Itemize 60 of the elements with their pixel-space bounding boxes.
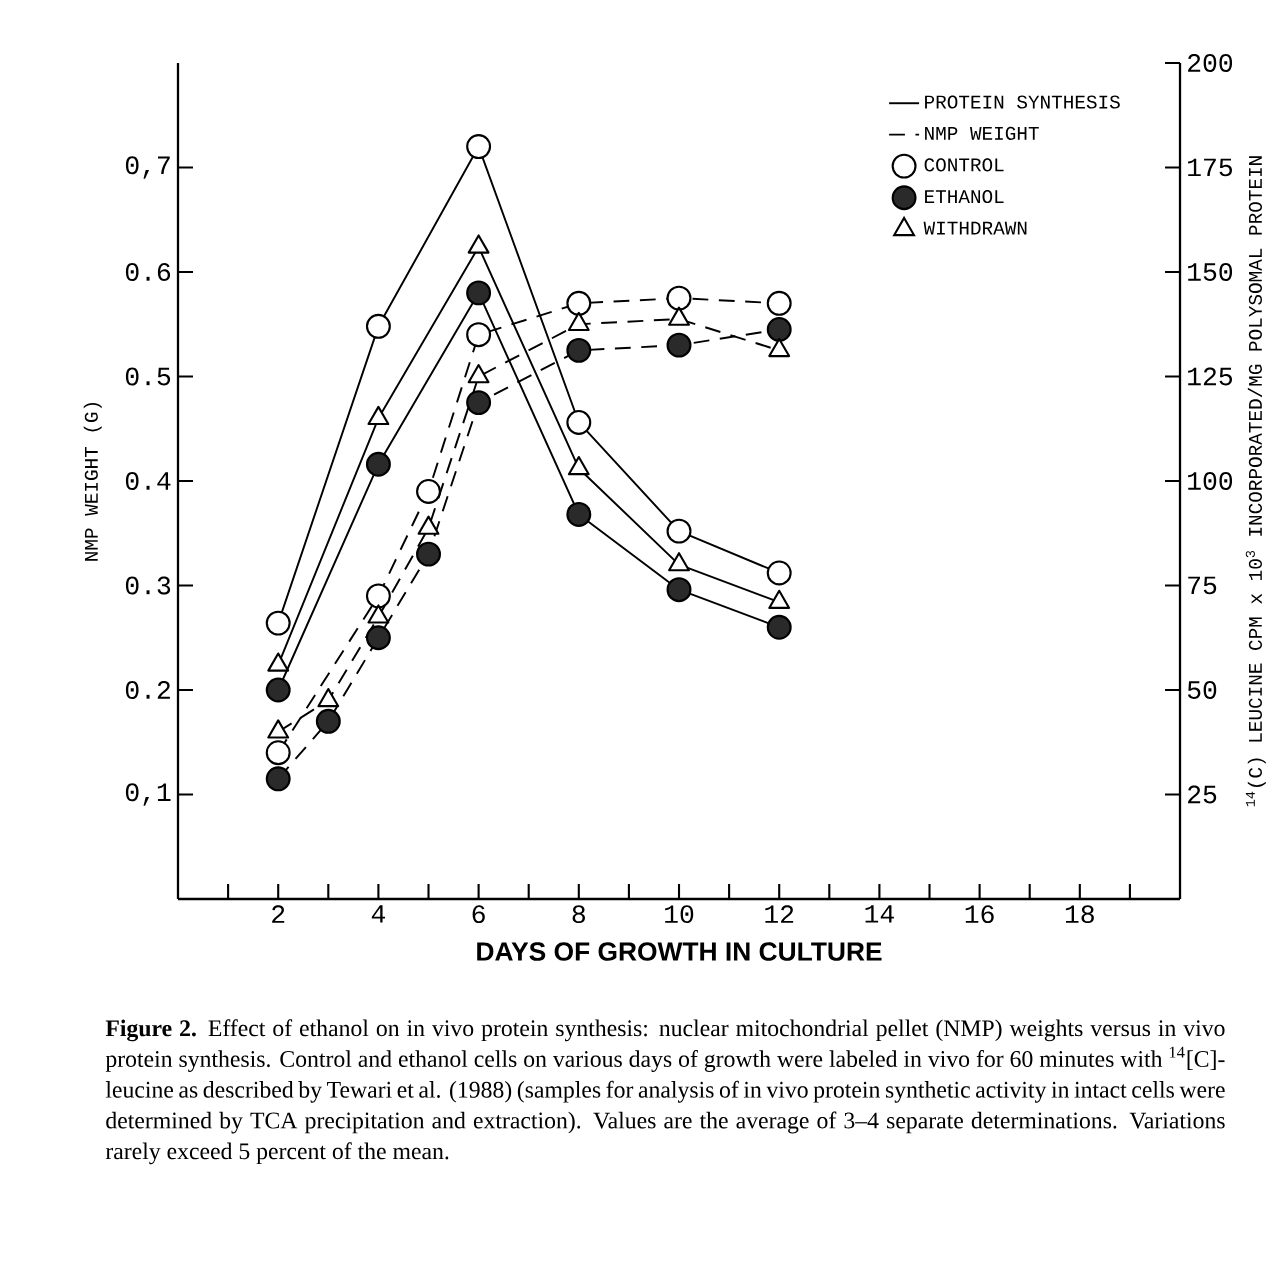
- y-tick-label: 0,1: [125, 783, 171, 806]
- x-tick-label: 10: [665, 905, 694, 924]
- x-tick-label: 8: [572, 905, 585, 924]
- y-tick-label: 0,7: [125, 156, 170, 179]
- y2-tick-label: 25: [1188, 785, 1217, 804]
- y2-tick-label: 175: [1188, 158, 1232, 177]
- y-tick-label: 0.2: [125, 681, 170, 699]
- point: [466, 390, 492, 416]
- point: [265, 766, 291, 792]
- legend-label: ETHANOL: [925, 189, 1004, 204]
- point: [265, 740, 291, 766]
- y2-tick-label: 50: [1187, 681, 1217, 699]
- x-tick-label: 2: [272, 905, 285, 923]
- point: [566, 337, 592, 363]
- annotation: PROTEIN SYNTHESIS: [925, 95, 1120, 109]
- x-tick-label: 4: [371, 905, 385, 923]
- y2-tick-label: 100: [1188, 472, 1233, 490]
- point: [666, 285, 692, 311]
- y-tick-label: 0.5: [125, 367, 171, 386]
- x-tick-label: 16: [965, 905, 994, 924]
- point: [566, 290, 592, 316]
- point: [466, 280, 492, 306]
- point: [766, 560, 792, 586]
- x-axis-title: DAYS OF GROWTH IN CULTURE: [477, 942, 882, 961]
- point: [766, 614, 792, 640]
- point: [365, 313, 391, 339]
- y2-axis-title: $^{14}$(C) LEUCINE CPM x 10$^{3}$ INCORPORATED/MG POLYSOMAL PROTEIN: [1245, 156, 1266, 807]
- point: [566, 409, 592, 435]
- legend-label: CONTROL: [924, 158, 1004, 172]
- point: [466, 322, 492, 348]
- annotation: NMP WEIGHT: [925, 126, 1039, 140]
- point: [766, 290, 792, 316]
- x-tick-label: 6: [472, 905, 485, 924]
- y-tick-label: 0.4: [125, 472, 171, 490]
- text: Figure 2. Effect of ethanol on in vivo protein synthesis: nuclear mitochondrial pellet (NMP) weights versus in vivo protein synthesis. Control and ethanol cells on various days of growth were labeled in vivo for 60 minutes with $^{14}$[C]-leucine as described by Tewari et al. (1988) (samples for analysis of in vivo protein synthetic activity in intact cells were determined by TCA precipitation and extraction). Values are the average of 3–4 separate determinations. Variations rarely exceed 5 percent of the mean.: [105, 1019, 1225, 1165]
- y-tick-label: 0.3: [125, 576, 171, 595]
- point: [666, 332, 692, 358]
- point: [365, 451, 391, 477]
- point: [265, 610, 291, 636]
- point: [666, 577, 692, 603]
- x-tick-label: 12: [765, 905, 794, 923]
- point: [566, 501, 592, 527]
- y2-tick-label: 125: [1188, 367, 1232, 386]
- x-tick-label: 18: [1065, 905, 1094, 924]
- point: [466, 134, 492, 160]
- y-axis-title: NMP WEIGHT (G): [83, 403, 102, 561]
- y-tick-label: 0.6: [125, 263, 171, 281]
- y2-tick-label: 75: [1188, 576, 1217, 595]
- y2-tick-label: 150: [1188, 263, 1233, 281]
- point: [315, 708, 341, 734]
- point: [416, 541, 441, 567]
- point: [365, 583, 391, 609]
- x-tick-label: 14: [865, 905, 894, 923]
- legend-label: WITHDRAWN: [923, 221, 1027, 235]
- point: [265, 677, 291, 703]
- point: [766, 316, 792, 342]
- point: [365, 625, 391, 651]
- point: [666, 518, 692, 544]
- point: [416, 478, 441, 504]
- y2-tick-label: 200: [1188, 54, 1233, 72]
